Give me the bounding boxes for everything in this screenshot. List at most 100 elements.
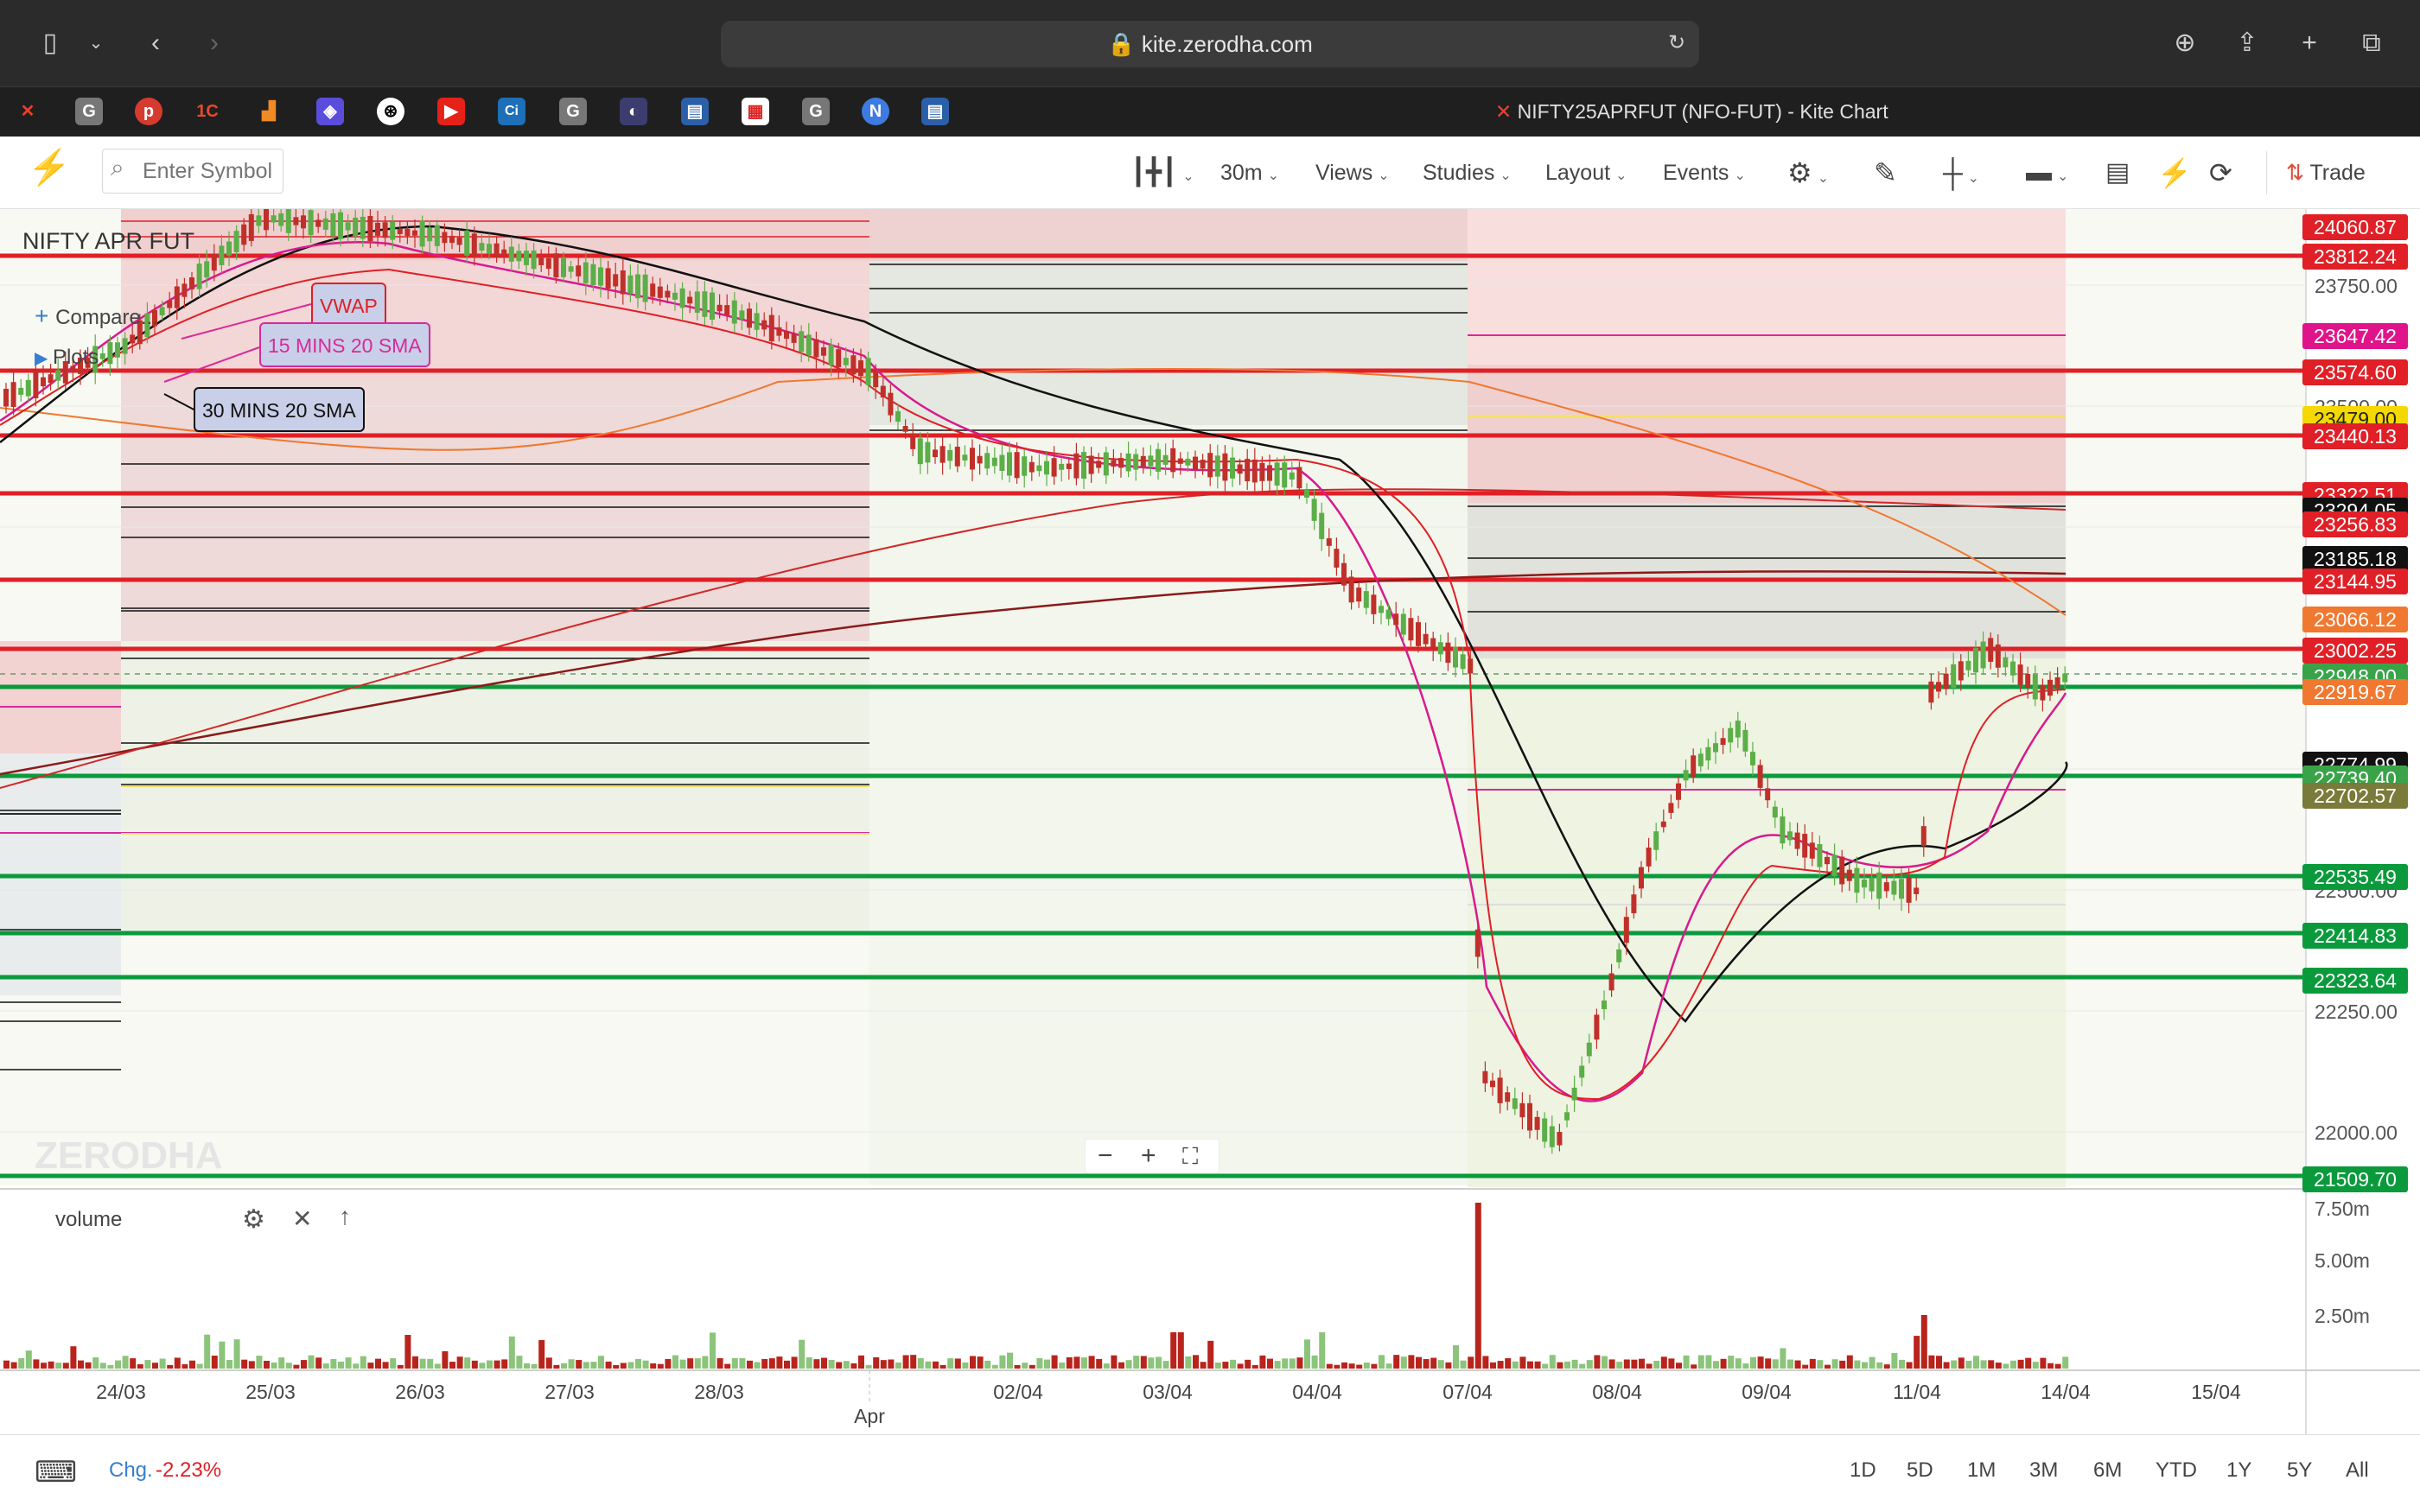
flash-icon[interactable]: ⚡ <box>2157 157 2192 188</box>
volume-bar <box>538 1340 545 1369</box>
comment-icon[interactable]: ▬ ⌄ <box>2026 158 2069 187</box>
reload-icon[interactable]: ↻ <box>1667 31 1686 54</box>
back-icon[interactable]: ‹ <box>151 29 160 57</box>
zoom-out-icon[interactable]: − <box>1098 1141 1113 1170</box>
new-tab-icon[interactable]: + <box>2302 29 2317 57</box>
sma30-annotation[interactable]: 30 MINS 20 SMA <box>194 387 365 432</box>
candle-type-button[interactable]: ┃╋┃ ⌄ <box>1130 158 1194 187</box>
candle-body <box>442 232 448 244</box>
kite-tab-icon[interactable]: ✕ <box>20 102 35 121</box>
candle-body <box>1044 461 1049 475</box>
candle-body <box>902 425 908 432</box>
crosshair-icon[interactable]: ┼ ⌄ <box>1943 157 1980 188</box>
youtube-tab-icon[interactable]: ▶ <box>437 98 465 125</box>
range-button-5d[interactable]: 5D <box>1907 1458 1933 1482</box>
chevron-down-icon: ⌄ <box>1615 168 1627 183</box>
pinterest-tab-icon[interactable]: p <box>135 98 162 125</box>
site-tab-icon[interactable]: ▤ <box>921 98 949 125</box>
sma15-annotation[interactable]: 15 MINS 20 SMA <box>259 322 430 367</box>
volume-bar <box>1534 1361 1541 1369</box>
volume-bar <box>1646 1363 1653 1369</box>
zoom-in-icon[interactable]: + <box>1141 1141 1156 1170</box>
candle-body <box>1519 1102 1525 1118</box>
active-tab[interactable]: ✕ NIFTY25APRFUT (NFO-FUT) - Kite Chart <box>1495 86 1888 137</box>
keyboard-icon[interactable]: ⌨ <box>35 1456 78 1489</box>
volume-bar <box>627 1362 634 1369</box>
range-button-ytd[interactable]: YTD <box>2156 1458 2197 1482</box>
candle-body <box>1973 648 1978 673</box>
volume-bar <box>278 1357 285 1369</box>
google-tab-icon[interactable]: G <box>75 98 103 125</box>
plots-button[interactable]: ▶ Plots <box>35 346 99 370</box>
events-dropdown[interactable]: Events ⌄ <box>1663 137 1746 209</box>
google-tab-icon[interactable]: G <box>559 98 587 125</box>
app-tab-icon[interactable]: ◈ <box>316 98 344 125</box>
fullscreen-icon[interactable]: ⛶ <box>1182 1143 1199 1169</box>
chevron-down-icon[interactable]: ⌄ <box>88 34 104 53</box>
chart-tab-icon[interactable]: ▟ <box>262 102 276 121</box>
news-tab-icon[interactable]: ▦ <box>742 98 769 125</box>
share-icon[interactable]: ⇪ <box>2236 29 2258 57</box>
lightning-icon[interactable]: ⚡ <box>28 149 71 187</box>
volume-bar <box>55 1363 62 1369</box>
settings-gear-icon[interactable]: ⚙ ⌄ <box>1787 157 1830 188</box>
range-button-6m[interactable]: 6M <box>2093 1458 2123 1482</box>
volume-bar <box>1348 1363 1355 1369</box>
range-button-5y[interactable]: 5Y <box>2287 1458 2313 1482</box>
table-icon[interactable]: ▤ <box>2105 158 2130 187</box>
volume-bar <box>241 1359 248 1369</box>
symbol-search-input[interactable] <box>102 149 283 194</box>
volume-bar <box>85 1362 92 1369</box>
price-chart[interactable]: ZERODHA <box>0 209 2420 1434</box>
candle-body <box>635 274 640 299</box>
candle-body <box>1200 460 1206 469</box>
compare-button[interactable]: + Compare... <box>35 302 158 330</box>
google-tab-icon[interactable]: G <box>802 98 830 125</box>
candle-body <box>991 457 997 467</box>
n-tab-icon[interactable]: N <box>862 98 889 125</box>
volume-bar <box>1267 1358 1273 1369</box>
site-tab-icon[interactable]: ◐ <box>620 98 647 125</box>
volume-bar <box>2062 1356 2069 1369</box>
candle-body <box>1022 456 1028 476</box>
range-button-all[interactable]: All <box>2346 1458 2369 1482</box>
candle-body <box>2047 679 2053 696</box>
plots-label: Plots <box>52 346 99 369</box>
candle-body <box>1177 458 1183 464</box>
volume-bar <box>1051 1355 1058 1369</box>
date-axis-label: 04/04 <box>1292 1381 1342 1403</box>
volume-bar <box>130 1358 137 1369</box>
refresh-icon[interactable]: ⟳ <box>2209 157 2232 188</box>
candle-body <box>1430 638 1436 650</box>
views-dropdown[interactable]: Views ⌄ <box>1315 137 1390 209</box>
volume-bar <box>888 1359 895 1369</box>
arrow-up-icon[interactable]: ↑ <box>339 1203 351 1229</box>
gear-icon[interactable]: ⚙ <box>242 1205 265 1234</box>
trade-button[interactable]: ⇅ Trade <box>2286 137 2366 209</box>
pencil-draw-icon[interactable]: ✎ <box>1874 157 1897 188</box>
address-bar[interactable]: 🔒 kite.zerodha.com <box>721 21 1699 67</box>
sidebar-toggle-icon[interactable]: ▯ <box>42 29 58 57</box>
interval-label: 30m <box>1220 161 1263 185</box>
forward-icon[interactable]: › <box>210 29 219 57</box>
candle-body <box>1482 1070 1488 1083</box>
openai-tab-icon[interactable]: ⊛ <box>377 98 404 125</box>
range-button-1m[interactable]: 1M <box>1967 1458 1996 1482</box>
range-button-1y[interactable]: 1Y <box>2226 1458 2252 1482</box>
tab-overview-icon[interactable]: ⧉ <box>2362 29 2381 57</box>
candle-body <box>1831 854 1837 877</box>
interval-dropdown[interactable]: 30m ⌄ <box>1220 137 1279 209</box>
candle-body <box>1468 658 1474 674</box>
volume-bar <box>1876 1362 1883 1369</box>
layout-dropdown[interactable]: Layout ⌄ <box>1545 137 1627 209</box>
download-icon[interactable]: ⊕ <box>2174 29 2196 57</box>
studies-dropdown[interactable]: Studies ⌄ <box>1423 137 1512 209</box>
ci-tab-icon[interactable]: Ci <box>498 98 525 125</box>
tradingview-tab-icon[interactable]: 1C <box>196 102 219 121</box>
site-tab-icon[interactable]: ▤ <box>681 98 709 125</box>
range-button-1d[interactable]: 1D <box>1850 1458 1876 1482</box>
candle-body <box>2010 661 2016 676</box>
range-button-3m[interactable]: 3M <box>2029 1458 2059 1482</box>
close-icon[interactable]: ✕ <box>292 1205 313 1232</box>
vwap-annotation[interactable]: VWAP <box>311 283 386 327</box>
